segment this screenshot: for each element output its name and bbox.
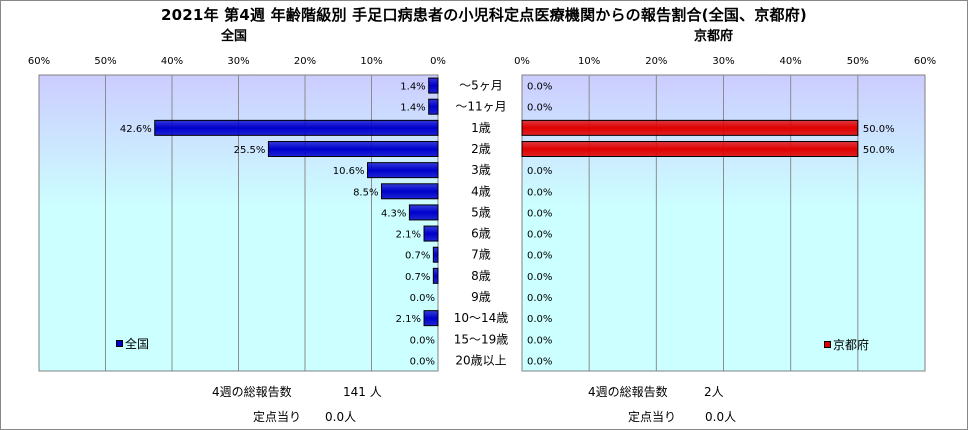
national-per-label: 定点当り xyxy=(253,410,302,424)
kyoto-total-value: 2人 xyxy=(704,385,724,399)
national-bar xyxy=(423,225,439,242)
chart-title: 2021年 第4週 年齢階級別 手足口病患者の小児科定点医療機関からの報告割合(… xyxy=(161,6,807,24)
national-data-label: 10.6% xyxy=(333,166,365,177)
national-data-label: 0.7% xyxy=(405,251,430,262)
national-bar xyxy=(432,267,439,284)
kyoto-per-value: 0.0人 xyxy=(705,410,737,424)
national-bar xyxy=(428,77,439,94)
national-bar xyxy=(408,204,439,221)
national-data-label: 25.5% xyxy=(234,145,266,156)
national-tick-label: 10% xyxy=(360,56,382,67)
national-bar xyxy=(428,98,439,115)
kyoto-data-label: 50.0% xyxy=(863,145,895,156)
category-label: 6歳 xyxy=(471,227,491,241)
kyoto-per-label: 定点当り xyxy=(628,410,677,424)
national-bar xyxy=(423,310,439,327)
kyoto-data-label: 50.0% xyxy=(863,124,895,135)
national-tick-label: 30% xyxy=(227,56,249,67)
kyoto-tick-label: 0% xyxy=(514,56,530,67)
national-legend: 全国 xyxy=(116,335,149,352)
national-total-label: 4週の総報告数 xyxy=(212,385,292,399)
national-bar xyxy=(154,119,439,136)
category-label: 4歳 xyxy=(471,184,491,198)
national-tick-label: 20% xyxy=(294,56,316,67)
category-label: 3歳 xyxy=(471,163,491,177)
kyoto-tick-label: 30% xyxy=(712,56,734,67)
national-tick-label: 60% xyxy=(28,56,50,67)
kyoto-data-label: 0.0% xyxy=(527,230,552,241)
national-data-label: 0.0% xyxy=(410,335,435,346)
kyoto-data-label: 0.0% xyxy=(527,166,552,177)
national-data-label: 42.6% xyxy=(120,124,152,135)
category-label: 10〜14歳 xyxy=(454,311,509,325)
national-data-label: 2.1% xyxy=(396,230,421,241)
category-label: 8歳 xyxy=(471,269,491,283)
category-label: 15〜19歳 xyxy=(454,332,509,346)
national-data-label: 0.0% xyxy=(410,356,435,367)
kyoto-data-label: 0.0% xyxy=(527,314,552,325)
kyoto-data-label: 0.0% xyxy=(527,251,552,262)
category-label: 〜11ヶ月 xyxy=(455,100,506,114)
national-tick-label: 50% xyxy=(94,56,116,67)
kyoto-data-label: 0.0% xyxy=(527,187,552,198)
kyoto-data-label: 0.0% xyxy=(527,82,552,93)
kyoto-tick-label: 20% xyxy=(645,56,667,67)
national-data-label: 1.4% xyxy=(400,82,425,93)
national-bar xyxy=(367,162,439,179)
national-data-label: 4.3% xyxy=(381,208,406,219)
kyoto-data-label: 0.0% xyxy=(527,272,552,283)
category-label: 7歳 xyxy=(471,248,491,262)
category-label: 2歳 xyxy=(471,142,491,156)
national-bar xyxy=(267,141,439,157)
national-data-label: 0.7% xyxy=(405,272,430,283)
national-bar xyxy=(432,246,439,263)
national-data-label: 2.1% xyxy=(396,314,421,325)
kyoto-data-label: 0.0% xyxy=(527,293,552,304)
category-label: 1歳 xyxy=(471,121,491,135)
national-legend-label: 全国 xyxy=(125,337,150,351)
national-legend-swatch xyxy=(116,340,123,347)
national-per-value: 0.0人 xyxy=(325,410,357,424)
national-total-value: 141 人 xyxy=(343,385,382,399)
category-label: 9歳 xyxy=(471,290,491,304)
kyoto-data-label: 0.0% xyxy=(527,103,552,114)
national-subtitle: 全国 xyxy=(221,29,248,44)
kyoto-subtitle: 京都府 xyxy=(694,29,734,44)
category-label: 20歳以上 xyxy=(455,353,506,367)
national-data-label: 8.5% xyxy=(353,187,378,198)
national-bar xyxy=(380,183,439,200)
kyoto-bar xyxy=(521,119,859,136)
kyoto-tick-label: 50% xyxy=(847,56,869,67)
kyoto-tick-label: 10% xyxy=(578,56,600,67)
national-tick-label: 0% xyxy=(430,56,446,67)
kyoto-legend: 京都府 xyxy=(824,336,869,353)
national-tick-label: 40% xyxy=(161,56,183,67)
kyoto-tick-label: 60% xyxy=(914,56,936,67)
national-data-label: 0.0% xyxy=(410,293,435,304)
kyoto-legend-swatch xyxy=(824,341,831,348)
kyoto-bar xyxy=(521,141,859,157)
category-label: 〜5ヶ月 xyxy=(459,79,503,93)
kyoto-legend-label: 京都府 xyxy=(833,338,870,352)
kyoto-tick-label: 40% xyxy=(780,56,802,67)
kyoto-data-label: 0.0% xyxy=(527,208,552,219)
category-label: 5歳 xyxy=(471,205,491,219)
kyoto-total-label: 4週の総報告数 xyxy=(588,385,668,399)
kyoto-data-label: 0.0% xyxy=(527,356,552,367)
national-data-label: 1.4% xyxy=(400,103,425,114)
kyoto-data-label: 0.0% xyxy=(527,335,552,346)
